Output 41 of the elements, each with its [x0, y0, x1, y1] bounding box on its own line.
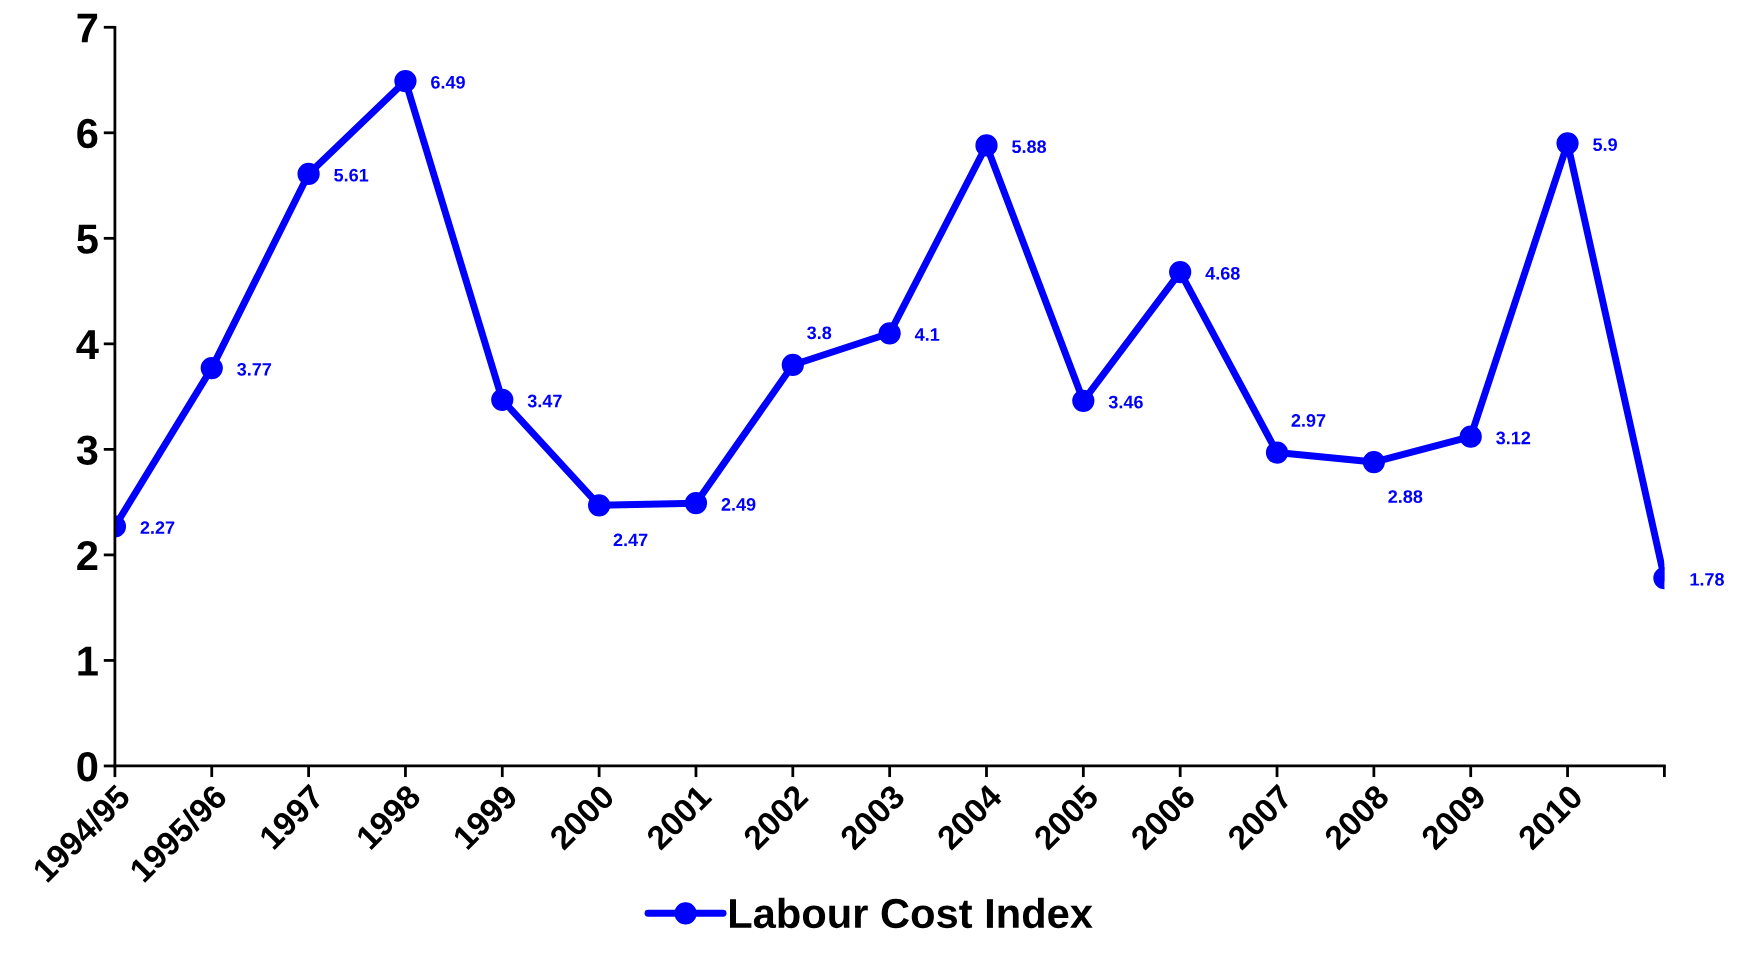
data-label: 3.12 — [1496, 431, 1531, 445]
point — [684, 492, 708, 515]
data-label: 2.88 — [1388, 490, 1423, 503]
point — [878, 322, 901, 345]
data-label: 5.61 — [334, 168, 369, 182]
point — [781, 353, 804, 377]
point — [588, 494, 611, 517]
y-tick-label: 3 — [76, 435, 98, 465]
point — [200, 357, 223, 380]
point — [975, 134, 998, 157]
data-label: 6.49 — [431, 75, 465, 89]
data-label: 3.8 — [807, 326, 832, 340]
y-tick-label: 5 — [77, 224, 98, 254]
point — [394, 69, 417, 93]
y-tick-label: 0 — [77, 751, 98, 782]
data-label: 2.97 — [1291, 414, 1326, 427]
point — [297, 162, 320, 186]
data-label: 2.47 — [613, 533, 648, 547]
data-label: 2.49 — [721, 498, 756, 511]
y-tick-label: 6 — [77, 118, 98, 149]
point — [1556, 132, 1579, 155]
data-label: 4.1 — [914, 328, 940, 341]
point — [491, 388, 514, 411]
data-label: 2.27 — [140, 521, 175, 534]
data-label: 4.68 — [1205, 266, 1240, 280]
legend-label: Labour Cost Index — [730, 897, 1093, 929]
point — [1072, 389, 1095, 412]
y-tick-label: 1 — [78, 646, 98, 676]
data-label: 3.77 — [237, 362, 272, 376]
data-label: 5.9 — [1593, 138, 1617, 151]
data-label: 3.46 — [1108, 395, 1143, 409]
data-label: 3.47 — [527, 394, 562, 408]
data-label: 5.88 — [1012, 140, 1047, 154]
point — [1459, 425, 1482, 448]
data-label: 1.78 — [1690, 572, 1724, 586]
y-tick-label: 4 — [76, 330, 99, 359]
y-tick-label: 7 — [77, 13, 98, 43]
point — [1265, 441, 1289, 464]
y-tick-label: 2 — [77, 540, 98, 570]
point — [1362, 450, 1385, 474]
point — [1169, 260, 1192, 284]
